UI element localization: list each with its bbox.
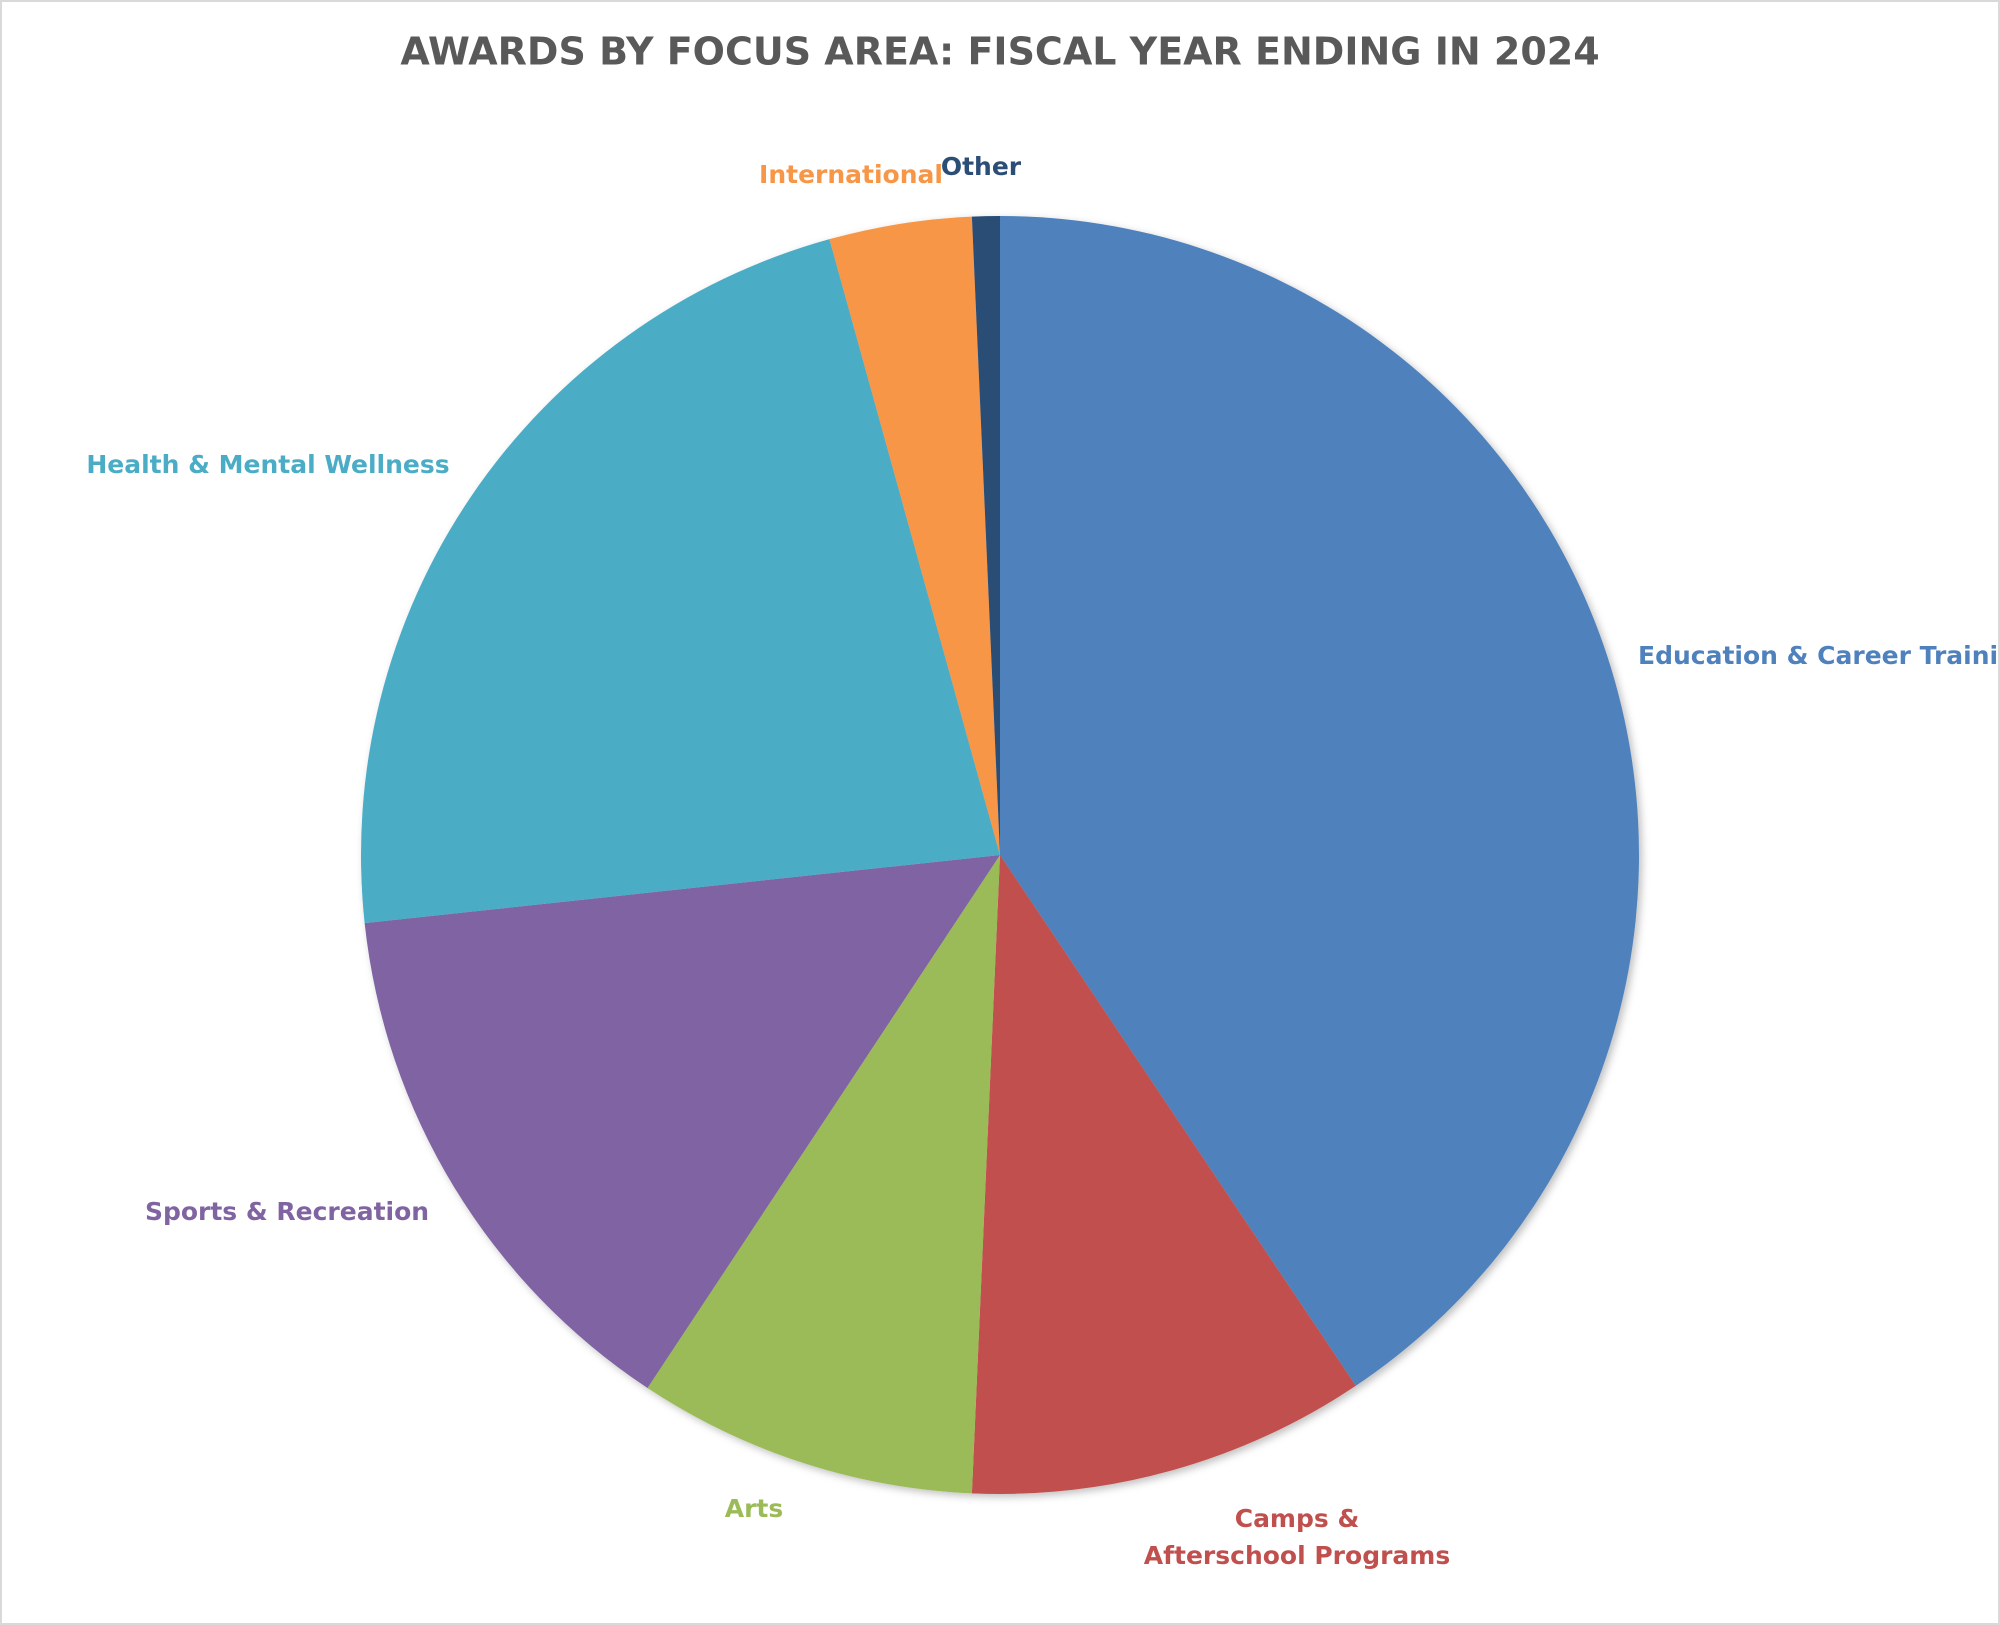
slice-label: Education & Career Training — [1638, 641, 2000, 670]
slice-label: Camps & Afterschool Programs — [1144, 1504, 1450, 1570]
slice-label: Other — [941, 152, 1022, 181]
pie-slice — [971, 216, 1000, 855]
slice-label: International — [759, 160, 943, 189]
pie — [361, 216, 1639, 1495]
chart-title: AWARDS BY FOCUS AREA: FISCAL YEAR ENDING… — [400, 30, 1599, 74]
pie-slice — [361, 239, 1000, 924]
pie-slice — [1000, 216, 1639, 1386]
slice-label: Arts — [725, 1494, 784, 1523]
pie-slice — [971, 855, 1356, 1495]
pie-slice — [364, 855, 1000, 1388]
slice-label: Health & Mental Wellness — [86, 450, 449, 479]
pie-slice — [829, 216, 1000, 856]
slice-label: Sports & Recreation — [145, 1197, 429, 1226]
pie-slice — [647, 855, 1000, 1494]
